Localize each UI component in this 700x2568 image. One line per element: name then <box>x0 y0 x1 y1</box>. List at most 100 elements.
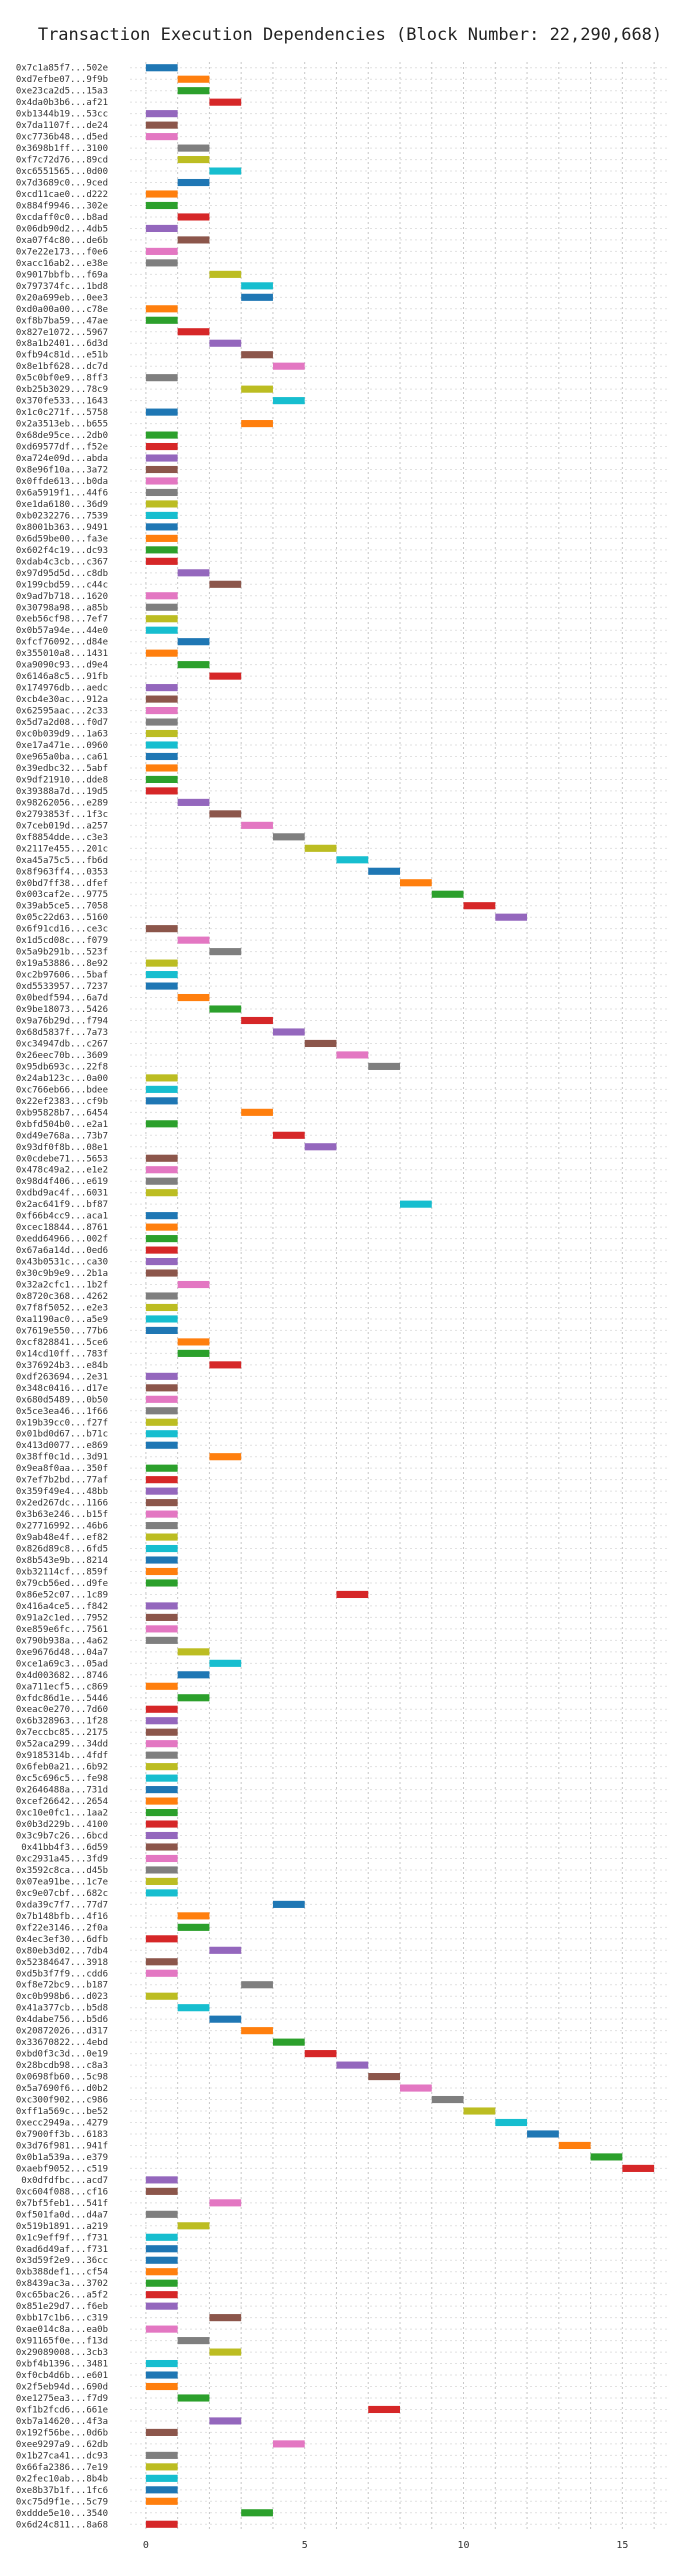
ytick-label: 0x7d3689c0...9ced <box>16 179 108 189</box>
transaction-bar <box>241 821 273 829</box>
grid-layer <box>130 62 670 2530</box>
ytick-label: 0xa45a75c5...fb6d <box>16 856 108 866</box>
transaction-bar <box>209 1659 242 1667</box>
ytick-label: 0x41a377cb...b5d8 <box>16 2004 108 2014</box>
transaction-bar <box>241 293 273 301</box>
ytick-label: 0x98262056...e289 <box>16 798 108 808</box>
transaction-bar <box>145 1774 178 1782</box>
transaction-bar <box>272 2440 305 2448</box>
ytick-label: 0x29089008...3cb3 <box>16 2348 108 2358</box>
transaction-bar <box>145 1441 178 1449</box>
transaction-bar <box>209 810 242 818</box>
transaction-bar <box>209 167 242 175</box>
ytick-label: 0xd49e768a...73b7 <box>16 1131 108 1141</box>
transaction-bar <box>145 316 178 324</box>
transaction-bar <box>145 925 178 933</box>
transaction-bar <box>431 890 464 898</box>
transaction-bar <box>145 201 178 210</box>
transaction-bar <box>145 133 178 141</box>
xtick-labels: 0 5 10 15 <box>143 2540 629 2551</box>
ytick-label: 0xa711ecf5...c869 <box>16 1682 108 1692</box>
transaction-bar <box>145 465 178 474</box>
ytick-label: 0x05c22d63...5160 <box>16 913 108 923</box>
transaction-bar <box>241 2027 273 2035</box>
ytick-label: 0x370fe533...1643 <box>16 397 108 407</box>
transaction-bar <box>272 1131 305 1139</box>
ytick-label: 0x0bedf594...6a7d <box>16 994 108 1004</box>
transaction-bar <box>304 1143 337 1151</box>
ytick-label: 0x62595aac...2c33 <box>16 707 108 717</box>
ytick-label: 0x43b0531c...ca30 <box>16 1258 108 1268</box>
transaction-bar <box>145 752 178 761</box>
transaction-bar <box>368 2073 400 2081</box>
ytick-label: 0x7b148bfb...4f16 <box>16 1912 108 1922</box>
transaction-bar <box>145 546 178 554</box>
transaction-bar <box>177 328 210 336</box>
transaction-bar <box>145 1533 178 1541</box>
transaction-bar <box>177 2222 210 2230</box>
ytick-label: 0xd0a00a00...c78e <box>16 305 108 315</box>
transaction-bar <box>145 982 178 990</box>
ytick-label: 0x826d89c8...6fd5 <box>16 1545 108 1555</box>
transaction-bar <box>209 270 242 278</box>
ytick-label: 0x4dabe756...b5d6 <box>16 2015 108 2025</box>
ytick-label: 0xbf4b1396...3481 <box>16 2360 108 2370</box>
transaction-bar <box>145 2428 178 2436</box>
ytick-label: 0x348c0416...d17e <box>16 1384 108 1394</box>
ytick-label: 0x2ed267dc...1166 <box>16 1499 108 1509</box>
transaction-bar <box>145 1120 178 1128</box>
transaction-bar <box>145 1935 178 1943</box>
transaction-bar <box>145 649 178 657</box>
transaction-bar <box>145 534 178 542</box>
xtick-label: 10 <box>458 2540 470 2551</box>
transaction-bar <box>177 2394 210 2402</box>
transaction-bar <box>177 1912 210 1920</box>
transaction-bar <box>145 1705 178 1713</box>
ytick-label: 0xee9297a9...62db <box>16 2440 108 2450</box>
ytick-label: 0xeb56cf98...7ef7 <box>16 615 108 625</box>
ytick-label: 0xc766eb66...bdee <box>16 1085 108 1095</box>
ytick-label: 0xdab4c3cb...c367 <box>16 557 108 567</box>
transaction-bar <box>145 305 178 313</box>
ytick-label: 0x790b938a...4a62 <box>16 1636 108 1646</box>
transaction-bar <box>145 2176 178 2184</box>
ytick-label: 0x0b57a94e...44e0 <box>16 626 108 636</box>
transaction-bar <box>145 1843 178 1851</box>
transaction-bar <box>145 1372 178 1380</box>
transaction-bar <box>145 1258 178 1266</box>
transaction-bar <box>177 213 210 221</box>
ytick-label: 0x9185314b...4fdf <box>16 1751 108 1761</box>
ytick-label: 0xf8b7ba59...47ae <box>16 316 108 326</box>
transaction-bar <box>495 2118 528 2127</box>
ytick-label: 0x1d5cd08c...f079 <box>16 936 108 946</box>
transaction-bar <box>304 1039 337 1048</box>
ytick-label: 0x8001b363...9491 <box>16 523 108 533</box>
ytick-label: 0x2a3513eb...b655 <box>16 420 108 430</box>
ytick-label: 0x192f56be...0d6b <box>16 2428 108 2438</box>
ytick-label: 0xa1190ac0...a5e9 <box>16 1315 108 1325</box>
ytick-label: 0x3d76f981...941f <box>16 2141 108 2151</box>
ytick-label: 0x5a9b291b...523f <box>16 948 108 958</box>
ytick-label: 0x9a76b29d...f794 <box>16 1017 108 1027</box>
transaction-bar <box>145 2451 178 2459</box>
transaction-bar <box>145 1889 178 1897</box>
transaction-bar <box>400 2084 432 2092</box>
ytick-label: 0xa9090c93...d9e4 <box>16 661 108 671</box>
transaction-bar <box>145 2474 178 2482</box>
xtick-label: 15 <box>616 2540 628 2551</box>
transaction-bar <box>241 385 273 393</box>
transaction-bar <box>272 397 305 405</box>
transaction-bar <box>145 1763 178 1771</box>
ytick-label: 0x66fa2386...7e19 <box>16 2463 108 2473</box>
ytick-label: 0x22ef2383...cf9b <box>16 1097 108 1107</box>
ytick-label: 0xf66b4cc9...aca1 <box>16 1212 108 1222</box>
transaction-bar <box>177 1694 210 1702</box>
ytick-label: 0x8720c368...4262 <box>16 1292 108 1302</box>
ytick-label: 0xf0cb4d6b...e601 <box>16 2371 108 2381</box>
transaction-bar <box>145 1682 178 1690</box>
ytick-label: 0x8a1b2401...6d3d <box>16 339 108 349</box>
ytick-label: 0x6feb0a21...6b92 <box>16 1763 108 1773</box>
ytick-label: 0x7bf5feb1...541f <box>16 2199 108 2209</box>
transaction-bar <box>145 408 178 416</box>
transaction-bar <box>241 351 273 359</box>
